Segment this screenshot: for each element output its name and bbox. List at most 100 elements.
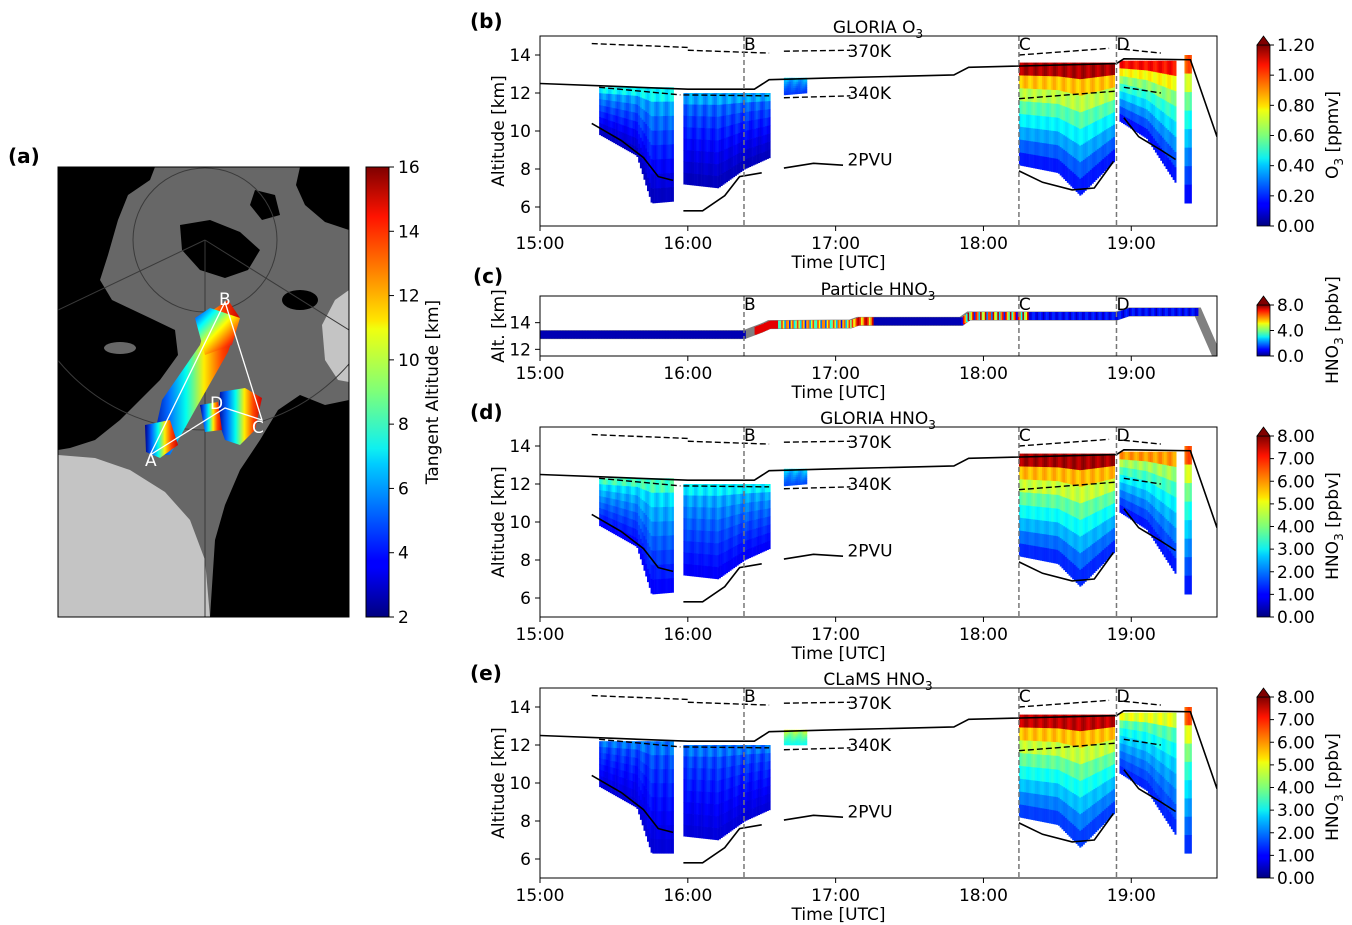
curtain-cell	[1057, 509, 1061, 524]
curtain-cell	[613, 478, 616, 486]
curtain-cell	[1022, 714, 1025, 728]
curtain-cell	[727, 821, 730, 833]
curtain-cell	[1162, 490, 1165, 504]
curtain-cell	[731, 547, 734, 559]
particle-track-cell	[1150, 308, 1154, 316]
curtain-cell	[1082, 534, 1085, 552]
curtain-cell	[659, 564, 662, 580]
curtain-cell	[622, 117, 625, 126]
curtain-cell	[1038, 129, 1041, 143]
particle-track-cell	[695, 330, 698, 339]
curtain-cell	[747, 772, 750, 783]
curtain-cell	[764, 753, 768, 762]
curtain-cell	[1158, 60, 1161, 74]
isentrope-340k	[599, 477, 681, 487]
curtain-cell	[750, 799, 753, 810]
curtain-cell	[690, 529, 693, 542]
colorbar-tick-label: 8.00	[1277, 427, 1315, 447]
curtain-cell	[708, 507, 711, 520]
particle-track-cell	[763, 322, 767, 331]
curtain-cell	[701, 553, 704, 566]
curtain-cell	[1133, 451, 1136, 461]
curtain-cell	[1018, 479, 1021, 493]
curtain-cell	[638, 759, 641, 769]
curtain-cell	[1054, 467, 1057, 482]
curtain-cell	[734, 786, 737, 797]
curtain-cell	[1022, 127, 1025, 141]
curtain-cell	[1054, 783, 1057, 798]
curtain-cell	[611, 128, 614, 136]
curtain-cell	[685, 172, 688, 185]
curtain-cell	[643, 763, 646, 775]
curtain-cell	[636, 758, 639, 767]
particle-track-cell	[868, 317, 872, 326]
curtain-cell	[609, 741, 612, 748]
curtain-cell	[792, 483, 795, 486]
curtain-cell	[722, 127, 725, 140]
curtain-cell	[1024, 805, 1027, 819]
curtain-cell	[1047, 548, 1050, 563]
curtain-cell	[1075, 127, 1078, 144]
curtain-cell	[627, 756, 630, 765]
curtain-cell	[615, 768, 618, 776]
curtain-cell	[655, 811, 658, 826]
curtain-cell	[654, 159, 657, 175]
curtain-cell	[664, 144, 667, 160]
x-tick-label: 16:00	[663, 234, 712, 254]
curtain-cell	[713, 554, 716, 568]
curtain-cell	[1052, 521, 1055, 536]
curtain-cell	[725, 517, 729, 529]
curtain-cell	[1084, 158, 1087, 175]
curtain-cell	[764, 803, 768, 812]
curtain-cell	[1072, 547, 1075, 564]
curtain-cell	[725, 115, 729, 127]
curtain-cell	[1144, 79, 1147, 90]
curtain-cell	[1165, 546, 1168, 560]
curtain-cell	[638, 143, 641, 154]
curtain-cell	[711, 175, 714, 188]
curtain-cell	[1052, 810, 1055, 825]
curtain-cell	[615, 122, 618, 130]
curtain-cell	[1156, 451, 1159, 464]
curtain-cell	[792, 92, 795, 95]
curtain-cell	[623, 778, 627, 787]
curtain-cell	[639, 538, 642, 550]
curtain-cell	[790, 739, 794, 742]
curtain-cell	[1153, 94, 1156, 106]
curtain-cell	[620, 117, 623, 125]
curtain-cell	[745, 493, 748, 504]
contour-label: 340K	[847, 475, 891, 495]
curtain-cell	[720, 565, 723, 577]
curtain-cell	[657, 130, 660, 146]
curtain-cell	[1056, 714, 1059, 729]
curtain-cell	[668, 187, 671, 203]
particle-track-cell	[1144, 308, 1147, 316]
curtain-cell	[1040, 453, 1043, 468]
curtain-cell	[1049, 116, 1052, 131]
curtain-cell	[1102, 769, 1105, 784]
curtain-cell	[745, 149, 748, 160]
tangent-altitude-bands	[145, 300, 262, 458]
curtain-cell	[1149, 493, 1152, 505]
curtain-cell	[618, 762, 621, 770]
curtain-cell	[1130, 477, 1133, 486]
curtain-cell	[1072, 140, 1075, 157]
curtain-cell	[1065, 497, 1068, 513]
curtain-cell	[1158, 121, 1161, 134]
curtain-cell	[803, 480, 806, 483]
curtain-cell	[1070, 822, 1073, 839]
curtain-cell	[790, 79, 794, 83]
particle-track-cell	[704, 330, 707, 339]
curtain-cell	[1075, 143, 1078, 160]
curtain-cell	[1052, 535, 1055, 550]
colorbar-tick-label: 0.20	[1277, 187, 1315, 207]
curtain-cell	[1153, 485, 1156, 497]
curtain-cell	[1049, 782, 1052, 797]
curtain-cell	[654, 839, 657, 854]
curtain-cell	[1128, 69, 1131, 78]
curtain-cell	[736, 164, 739, 175]
curtain-cell	[1031, 727, 1034, 742]
curtain-cell	[1065, 77, 1068, 93]
particle-track-cell	[828, 320, 831, 329]
